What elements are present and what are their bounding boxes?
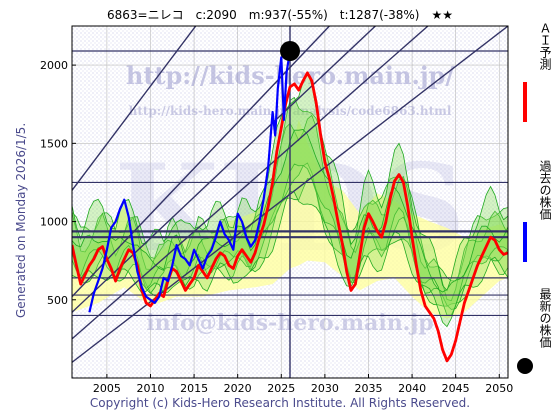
x-tick-label: 2010 (136, 382, 164, 395)
x-tick-label: 2035 (354, 382, 382, 395)
legend-prediction-swatch (523, 82, 527, 122)
legend-history-swatch (523, 222, 527, 262)
x-tick-label: 2050 (485, 382, 513, 395)
chart-title: 6863=ニレコ c:2090 m:937(-55%) t:1287(-38%)… (107, 8, 453, 22)
x-tick-label: 2020 (224, 382, 252, 395)
axes: 2005 2010 2015 2020 2025 2030 2035 2040 2045 2050… (40, 59, 513, 395)
legend-latest-label: 最新の株価 (538, 288, 552, 348)
y-tick-label: 500 (47, 294, 68, 307)
series (72, 50, 508, 363)
legend-item-prediction: ＡＩ予測 (516, 22, 552, 132)
x-tick-label: 2015 (180, 382, 208, 395)
latest-price-dot (280, 41, 300, 62)
channel-line (72, 26, 197, 191)
latest-marker (280, 41, 300, 62)
legend-item-history: 過去の株価 (516, 160, 552, 270)
generated-date: Generated on Monday 2026/1/5. (14, 122, 28, 318)
x-tick-label: 2045 (442, 382, 470, 395)
legend-latest-swatch (517, 358, 533, 374)
y-tick-label: 1500 (40, 137, 68, 150)
legend-history-label: 過去の株価 (538, 160, 552, 220)
copyright: Copyright (c) Kids-Hero Research Institu… (89, 396, 471, 410)
x-tick-label: 2025 (267, 382, 295, 395)
x-tick-label: 2040 (398, 382, 426, 395)
horizontal-levels (72, 26, 508, 378)
legend-item-latest: 最新の株価 (516, 288, 552, 384)
y-tick-label: 1000 (40, 216, 68, 229)
prediction-line (72, 71, 508, 363)
history-line (88, 50, 292, 313)
legend: ＡＩ予測 過去の株価 最新の株価 (516, 22, 552, 384)
x-tick-label: 2005 (93, 382, 121, 395)
x-tick-label: 2030 (311, 382, 339, 395)
y-tick-label: 2000 (40, 59, 68, 72)
plot-frame (71, 25, 509, 379)
legend-prediction-label: ＡＩ予測 (538, 22, 552, 70)
